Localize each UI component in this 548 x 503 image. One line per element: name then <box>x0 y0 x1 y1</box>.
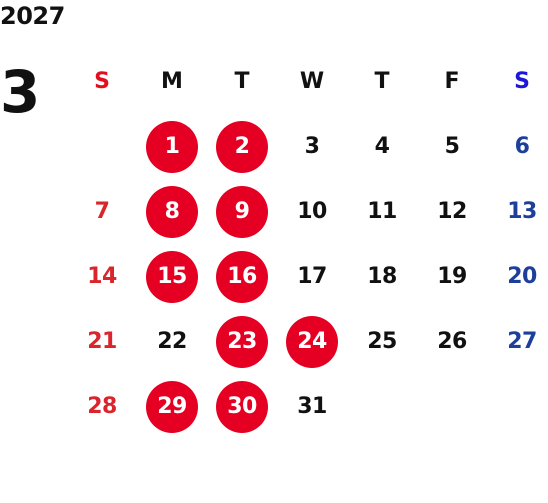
day-number-highlighted: 1 <box>146 120 198 173</box>
day-number: 17 <box>297 264 327 289</box>
day-cell: 4 <box>347 114 417 179</box>
empty-day-cell <box>67 114 137 179</box>
day-number: 20 <box>507 264 537 289</box>
day-number: 21 <box>87 329 117 354</box>
day-cell: 28 <box>67 374 137 439</box>
day-cell: 20 <box>487 244 548 309</box>
day-number: 26 <box>437 329 467 354</box>
weekday-header-saturday: S <box>514 68 530 94</box>
day-number: 11 <box>367 199 397 224</box>
day-cell: 31 <box>277 374 347 439</box>
day-cell: 11 <box>347 179 417 244</box>
day-cell: 8 <box>137 179 207 244</box>
day-number: 4 <box>374 134 390 159</box>
day-cell: 6 <box>487 114 548 179</box>
day-number: 31 <box>297 394 327 419</box>
day-number: 13 <box>507 199 537 224</box>
day-cell: 15 <box>137 244 207 309</box>
day-cell: 19 <box>417 244 487 309</box>
day-number-highlighted: 8 <box>146 185 198 238</box>
day-cell: 22 <box>137 309 207 374</box>
day-number: 25 <box>367 329 397 354</box>
day-cell: 30 <box>207 374 277 439</box>
day-number: 22 <box>157 329 187 354</box>
day-number-highlighted: 24 <box>286 315 338 368</box>
day-cell: 5 <box>417 114 487 179</box>
day-number: 10 <box>297 199 327 224</box>
day-cell: 21 <box>67 309 137 374</box>
calendar-month: 3 <box>0 58 41 126</box>
day-number: 6 <box>514 134 530 159</box>
day-cell: 14 <box>67 244 137 309</box>
day-number-highlighted: 23 <box>216 315 268 368</box>
day-cell: 25 <box>347 309 417 374</box>
day-number-highlighted: 9 <box>216 185 268 238</box>
weekday-header-thursday: T <box>374 68 390 94</box>
day-cell: 16 <box>207 244 277 309</box>
day-cell: 10 <box>277 179 347 244</box>
day-cell: 18 <box>347 244 417 309</box>
day-number-highlighted: 15 <box>146 250 198 303</box>
day-cell: 13 <box>487 179 548 244</box>
day-number: 27 <box>507 329 537 354</box>
day-number: 14 <box>87 264 117 289</box>
day-cell: 12 <box>417 179 487 244</box>
weekday-header-wednesday: W <box>299 68 325 94</box>
day-cell: 27 <box>487 309 548 374</box>
day-number: 5 <box>444 134 460 159</box>
day-number-highlighted: 30 <box>216 380 268 433</box>
day-number-highlighted: 16 <box>216 250 268 303</box>
weekday-header-sunday: S <box>94 68 110 94</box>
day-cell: 9 <box>207 179 277 244</box>
day-cell: 26 <box>417 309 487 374</box>
day-cell: 24 <box>277 309 347 374</box>
day-number: 19 <box>437 264 467 289</box>
day-cell: 17 <box>277 244 347 309</box>
day-number: 3 <box>304 134 320 159</box>
day-number: 28 <box>87 394 117 419</box>
day-cell: 2 <box>207 114 277 179</box>
day-cell: 3 <box>277 114 347 179</box>
weekday-header-monday: M <box>161 68 183 94</box>
day-number: 18 <box>367 264 397 289</box>
weekday-header-friday: F <box>444 68 460 94</box>
day-number: 7 <box>94 199 110 224</box>
calendar-year: 2027 <box>0 2 65 30</box>
weekday-header-tuesday: T <box>234 68 250 94</box>
calendar-grid: S M T W T F S 1 2 3 4 5 6 7 8 9 10 11 12 13 14 15 16 17 1… <box>67 48 548 439</box>
day-cell: 1 <box>137 114 207 179</box>
day-number-highlighted: 2 <box>216 120 268 173</box>
day-number: 12 <box>437 199 467 224</box>
day-cell: 23 <box>207 309 277 374</box>
day-number-highlighted: 29 <box>146 380 198 433</box>
day-cell: 29 <box>137 374 207 439</box>
day-cell: 7 <box>67 179 137 244</box>
